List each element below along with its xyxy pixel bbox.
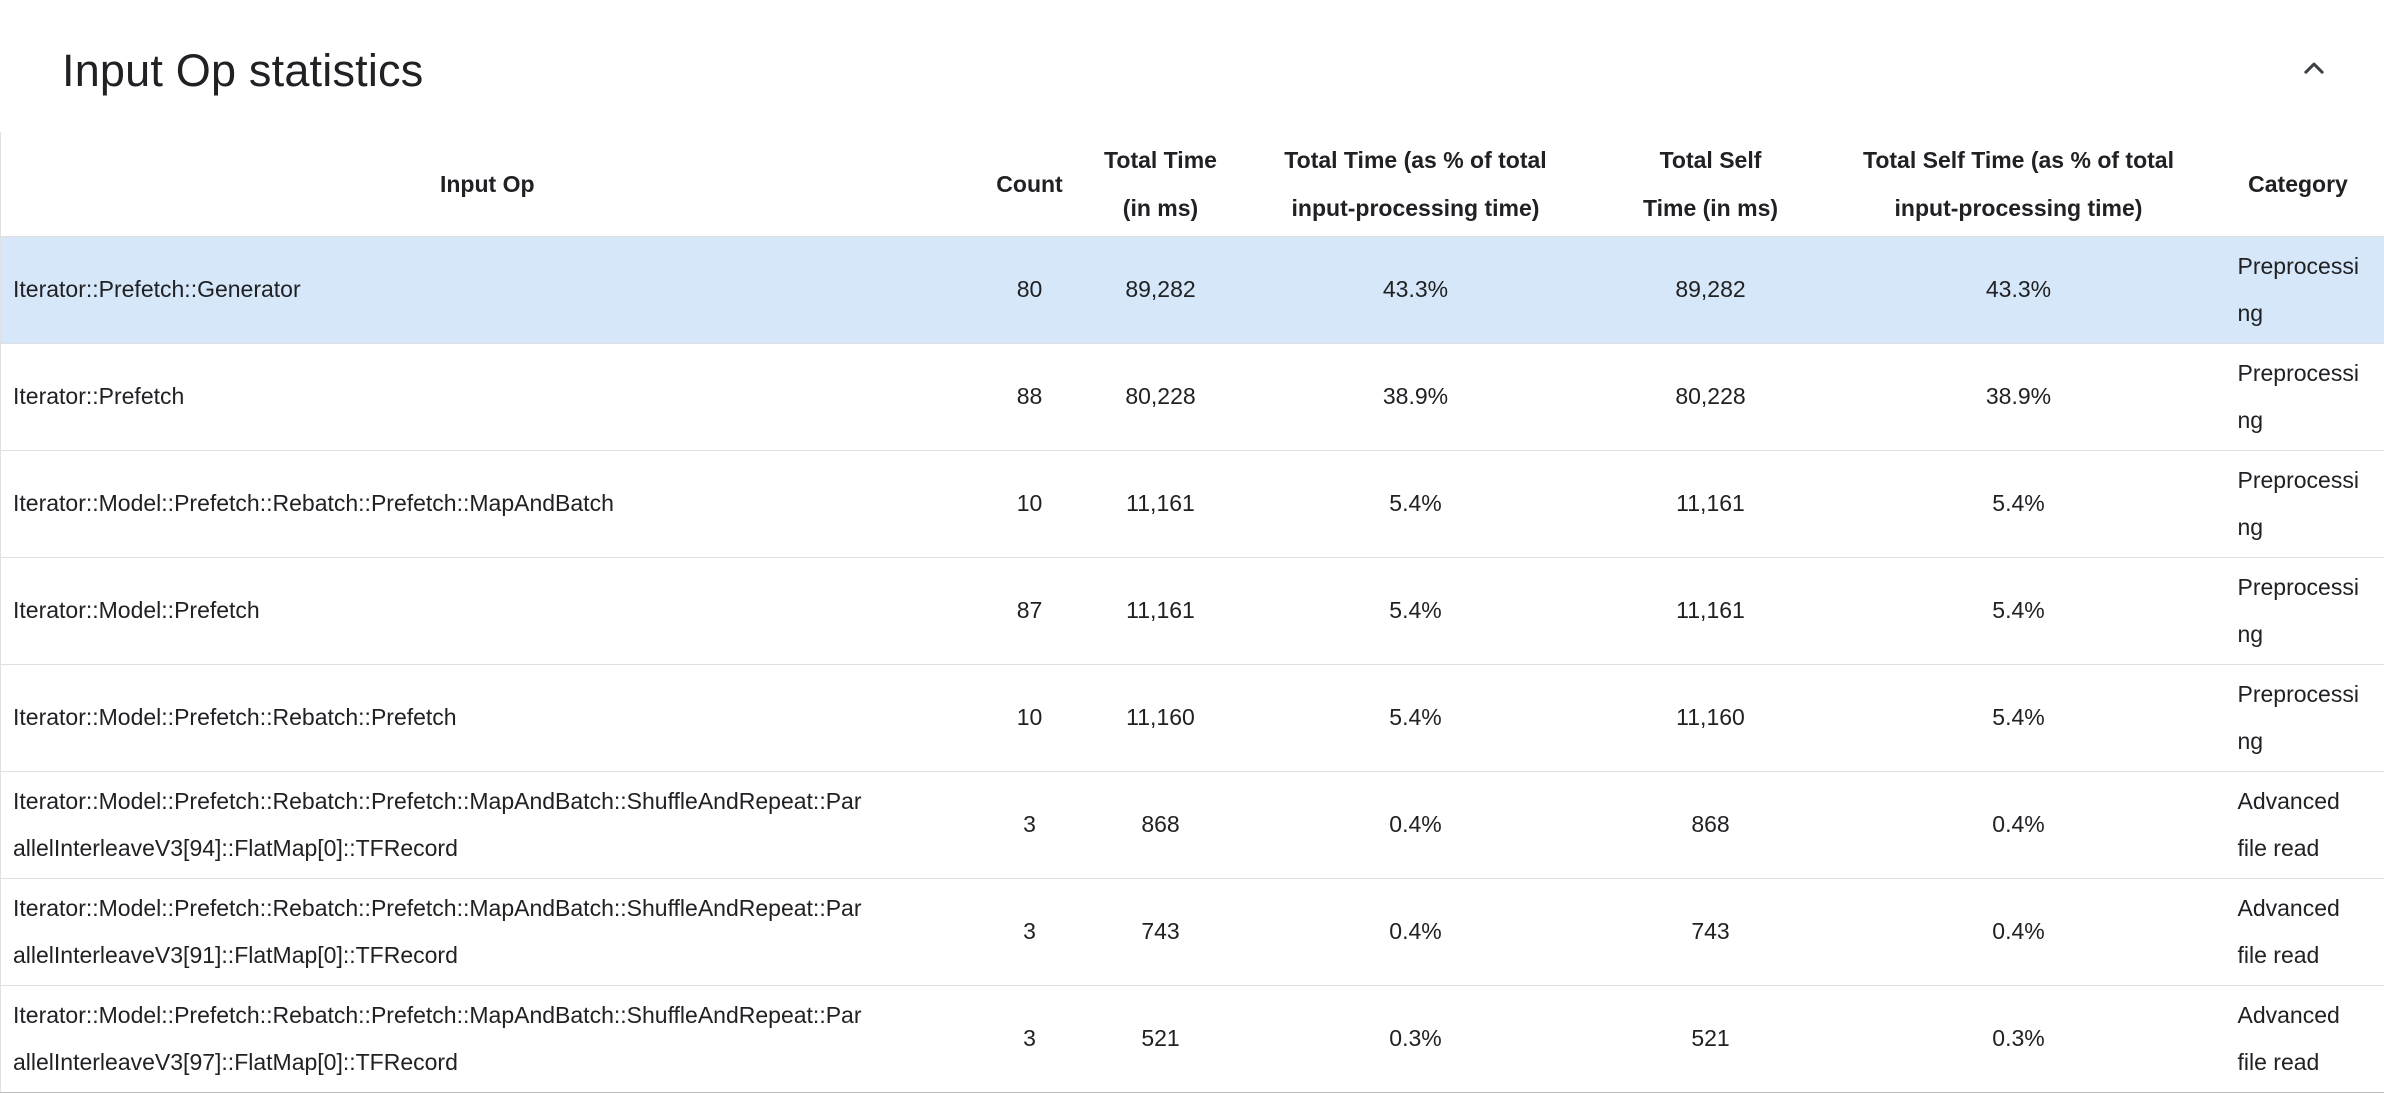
page-title: Input Op statistics bbox=[62, 45, 424, 96]
category-cell: Preprocessing bbox=[2211, 342, 2384, 450]
total-self-time-pct-cell: 43.3% bbox=[1825, 235, 2212, 343]
total-time-pct-cell: 0.4% bbox=[1235, 770, 1596, 878]
total-self-time-pct-cell: 0.4% bbox=[1825, 770, 2212, 878]
col-header-category[interactable]: Category bbox=[2248, 170, 2348, 197]
count-cell: 80 bbox=[973, 235, 1086, 343]
header-row: Input Op Count Total Time (in ms) Total … bbox=[1, 132, 2384, 236]
table-row[interactable]: Iterator::Model::Prefetch::Rebatch::Pref… bbox=[0, 449, 2384, 557]
category-cell: Advanced file read bbox=[2211, 877, 2384, 985]
total-self-time-pct-cell: 5.4% bbox=[1825, 449, 2212, 557]
count-cell: 3 bbox=[973, 770, 1086, 878]
total-time-cell: 11,161 bbox=[1085, 556, 1236, 664]
table-row[interactable]: Iterator::Model::Prefetch::Rebatch::Pref… bbox=[0, 877, 2384, 985]
total-self-time-pct-cell: 0.3% bbox=[1825, 984, 2212, 1093]
table-row[interactable]: Iterator::Prefetch::Generator 80 89,282 … bbox=[0, 235, 2384, 343]
category-cell: Advanced file read bbox=[2211, 984, 2384, 1093]
col-header-count[interactable]: Count bbox=[996, 170, 1063, 197]
col-header-total-self-time-pct[interactable]: Total Self Time (as % of total input-pro… bbox=[1863, 146, 2174, 221]
total-self-time-cell: 11,161 bbox=[1595, 449, 1826, 557]
category-cell: Preprocessing bbox=[2211, 556, 2384, 664]
total-time-pct-cell: 0.3% bbox=[1235, 984, 1596, 1093]
table-row[interactable]: Iterator::Prefetch 88 80,228 38.9% 80,22… bbox=[0, 342, 2384, 450]
input-op-cell: Iterator::Prefetch bbox=[0, 342, 974, 450]
table-header: Input Op Count Total Time (in ms) Total … bbox=[1, 132, 2384, 236]
chevron-up-icon bbox=[2296, 50, 2332, 86]
total-self-time-cell: 80,228 bbox=[1595, 342, 1826, 450]
category-cell: Preprocessing bbox=[2211, 663, 2384, 771]
total-time-cell: 11,161 bbox=[1085, 449, 1236, 557]
section-header: Input Op statistics bbox=[0, 0, 2384, 132]
input-op-table: Input Op Count Total Time (in ms) Total … bbox=[0, 132, 2384, 1093]
input-op-cell: Iterator::Model::Prefetch::Rebatch::Pref… bbox=[0, 984, 974, 1093]
table-row[interactable]: Iterator::Model::Prefetch::Rebatch::Pref… bbox=[0, 984, 2384, 1093]
total-self-time-cell: 521 bbox=[1595, 984, 1826, 1093]
input-op-cell: Iterator::Model::Prefetch::Rebatch::Pref… bbox=[0, 449, 974, 557]
table-row[interactable]: Iterator::Model::Prefetch 87 11,161 5.4%… bbox=[0, 556, 2384, 664]
input-op-cell: Iterator::Model::Prefetch::Rebatch::Pref… bbox=[0, 663, 974, 771]
total-time-cell: 11,160 bbox=[1085, 663, 1236, 771]
input-op-cell: Iterator::Model::Prefetch::Rebatch::Pref… bbox=[0, 877, 974, 985]
category-cell: Advanced file read bbox=[2211, 770, 2384, 878]
total-time-pct-cell: 5.4% bbox=[1235, 449, 1596, 557]
total-self-time-cell: 11,161 bbox=[1595, 556, 1826, 664]
total-self-time-cell: 11,160 bbox=[1595, 663, 1826, 771]
total-time-pct-cell: 43.3% bbox=[1235, 235, 1596, 343]
total-time-cell: 521 bbox=[1085, 984, 1236, 1093]
total-self-time-cell: 743 bbox=[1595, 877, 1826, 985]
count-cell: 3 bbox=[973, 984, 1086, 1093]
count-cell: 88 bbox=[973, 342, 1086, 450]
total-self-time-cell: 89,282 bbox=[1595, 235, 1826, 343]
total-self-time-pct-cell: 5.4% bbox=[1825, 556, 2212, 664]
input-op-cell: Iterator::Model::Prefetch::Rebatch::Pref… bbox=[0, 770, 974, 878]
total-time-pct-cell: 0.4% bbox=[1235, 877, 1596, 985]
total-self-time-cell: 868 bbox=[1595, 770, 1826, 878]
col-header-total-self-time[interactable]: Total Self Time (in ms) bbox=[1642, 146, 1779, 221]
total-self-time-pct-cell: 38.9% bbox=[1825, 342, 2212, 450]
col-header-total-time[interactable]: Total Time (in ms) bbox=[1104, 146, 1217, 221]
col-header-total-time-pct[interactable]: Total Time (as % of total input-processi… bbox=[1284, 146, 1547, 221]
category-cell: Preprocessing bbox=[2211, 449, 2384, 557]
count-cell: 87 bbox=[973, 556, 1086, 664]
total-time-cell: 80,228 bbox=[1085, 342, 1236, 450]
count-cell: 3 bbox=[973, 877, 1086, 985]
count-cell: 10 bbox=[973, 663, 1086, 771]
total-time-cell: 743 bbox=[1085, 877, 1236, 985]
table-body: Iterator::Prefetch::Generator 80 89,282 … bbox=[0, 235, 2384, 1093]
total-time-pct-cell: 5.4% bbox=[1235, 663, 1596, 771]
total-time-cell: 89,282 bbox=[1085, 235, 1236, 343]
total-time-pct-cell: 5.4% bbox=[1235, 556, 1596, 664]
input-op-cell: Iterator::Prefetch::Generator bbox=[0, 235, 974, 343]
total-time-cell: 868 bbox=[1085, 770, 1236, 878]
total-self-time-pct-cell: 5.4% bbox=[1825, 663, 2212, 771]
table-row[interactable]: Iterator::Model::Prefetch::Rebatch::Pref… bbox=[0, 770, 2384, 878]
table-row[interactable]: Iterator::Model::Prefetch::Rebatch::Pref… bbox=[0, 663, 2384, 771]
total-time-pct-cell: 38.9% bbox=[1235, 342, 1596, 450]
input-op-cell: Iterator::Model::Prefetch bbox=[0, 556, 974, 664]
category-cell: Preprocessing bbox=[2211, 235, 2384, 343]
collapse-section-button[interactable] bbox=[2296, 50, 2332, 86]
total-self-time-pct-cell: 0.4% bbox=[1825, 877, 2212, 985]
col-header-input-op[interactable]: Input Op bbox=[439, 170, 535, 197]
count-cell: 10 bbox=[973, 449, 1086, 557]
